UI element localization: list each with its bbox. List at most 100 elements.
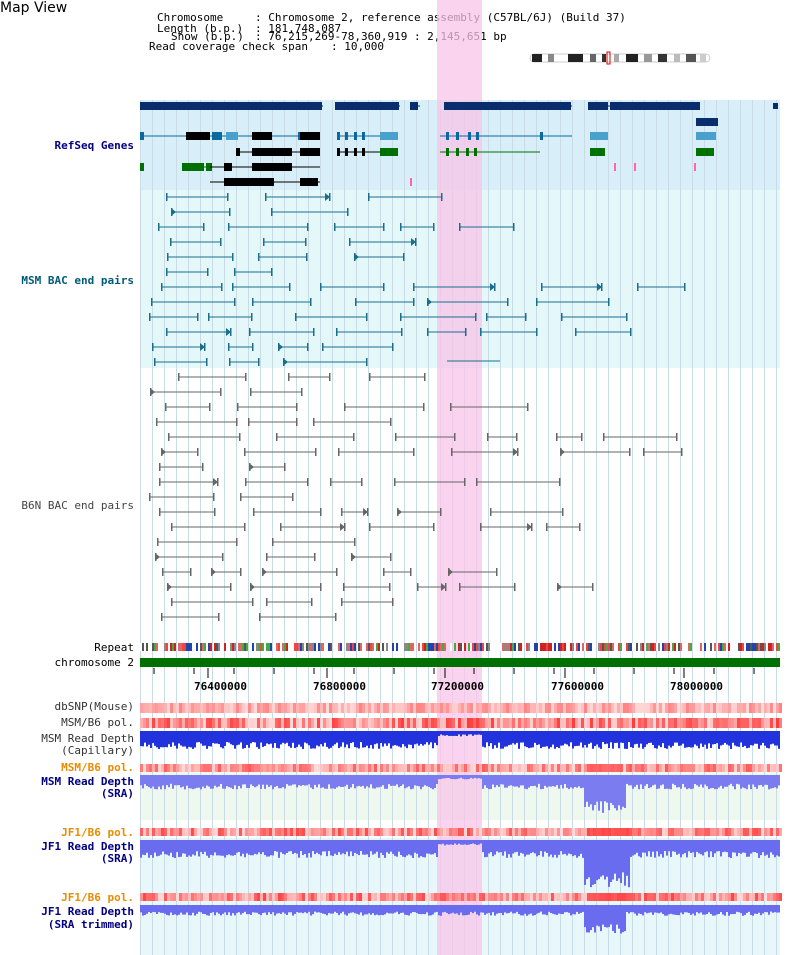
heat-cell [479,703,482,713]
depth-bar [592,840,594,885]
depth-bar [602,905,604,925]
heat-cell [152,718,155,728]
depth-bar [640,840,642,858]
depth-bar [676,905,678,915]
repeat-mark [364,643,366,651]
bac-pair-end [597,283,602,291]
depth-bar [258,775,260,785]
b6n-bac-label[interactable]: B6N BAC end pairs [21,499,134,512]
heat-cell [611,893,614,901]
depth-bar [486,905,488,914]
repeat-label[interactable]: Repeat [94,641,134,654]
heat-cell [455,718,458,728]
depth-bar [478,905,480,916]
refseq-genes-label[interactable]: RefSeq Genes [54,139,134,152]
repeat-mark [214,643,216,651]
depth-bar [430,775,432,789]
depth-bar [288,840,290,852]
depth-bar [572,840,574,857]
bac-pair-end [151,298,153,306]
heat-cell [671,703,674,713]
depth-bar [170,840,172,853]
heat-cell [440,718,443,728]
depth-bar [466,840,468,845]
heat-cell [146,718,149,728]
msm-depth-cap-label-1[interactable]: MSM Read Depth [41,732,134,745]
msm-depth-cap-label-2[interactable]: (Capillary) [61,744,134,757]
depth-bar [638,731,640,748]
heat-cell [503,828,506,836]
depth-bar [618,731,620,749]
repeat-mark [170,643,172,651]
heat-cell [659,718,662,728]
depth-bar [370,905,372,915]
depth-bar [174,905,176,915]
repeat-mark [238,643,240,651]
depth-bar [384,905,386,915]
heat-cell [311,764,314,772]
jf1-depth-trim-label-1[interactable]: JF1 Read Depth [41,905,134,918]
msm-b6-pol-label[interactable]: MSM/B6 pol. [61,716,134,729]
dbsnp-label[interactable]: dbSNP(Mouse) [54,700,134,713]
chromosome-label[interactable]: chromosome 2 [54,656,134,669]
depth-bar [748,731,750,748]
bac-pair-end [338,448,340,456]
depth-bar [674,775,676,786]
bac-pair-end [336,568,338,576]
heat-cell [500,893,503,901]
heat-cell [401,718,404,728]
msm-b6-pol2-label[interactable]: MSM/B6 pol. [61,761,134,774]
msm-depth-sra-label-1[interactable]: MSM Read Depth [41,775,134,788]
gene-exon [476,132,479,140]
heat-cell [215,718,218,728]
jf1-depth-trim-label-2[interactable]: (SRA trimmed) [47,918,134,931]
jf1-depth-sra-label-2[interactable]: (SRA) [100,852,134,865]
heat-cell [551,764,554,772]
repeat-mark [476,643,478,651]
heat-cell [617,828,620,836]
depth-bar [572,775,574,789]
depth-bar [582,775,584,788]
depth-bar [626,840,628,876]
depth-bar [142,731,144,747]
heat-cell [356,764,359,772]
msm-depth-sra-label-2[interactable]: (SRA) [100,787,134,800]
depth-bar [508,840,510,855]
jf1-b6-pol2-label[interactable]: JF1/B6 pol. [61,891,134,904]
heat-cell [227,764,230,772]
heat-cell [281,718,284,728]
depth-bar [564,775,566,784]
jf1-depth-sra-label-1[interactable]: JF1 Read Depth [41,840,134,853]
heat-cell [212,703,215,713]
chromosome-bar [140,658,780,667]
heat-cell [638,764,641,772]
heat-cell [572,893,575,901]
heat-cell [215,764,218,772]
repeat-mark [312,643,314,651]
bac-pair-end [272,538,274,546]
depth-bar [548,905,550,912]
jf1-b6-pol-label[interactable]: JF1/B6 pol. [61,826,134,839]
msm-bac-label[interactable]: MSM BAC end pairs [21,274,134,287]
selection-highlight[interactable] [437,0,482,955]
depth-bar [700,840,702,855]
heat-cell [374,893,377,901]
depth-bar [566,840,568,856]
chromosome-ideogram[interactable] [528,51,714,65]
heat-cell [734,718,737,728]
heat-cell [218,764,221,772]
heat-cell [629,828,632,836]
heat-cell [572,764,575,772]
depth-bar [592,905,594,928]
heat-cell [320,718,323,728]
depth-bar [666,775,668,789]
bac-pair-end [490,283,495,291]
heat-cell [659,828,662,836]
depth-bar [514,731,516,745]
heat-cell [482,703,485,713]
depth-bar [366,775,368,787]
depth-bar [274,905,276,916]
depth-bar [630,840,632,857]
depth-bar [772,775,774,789]
